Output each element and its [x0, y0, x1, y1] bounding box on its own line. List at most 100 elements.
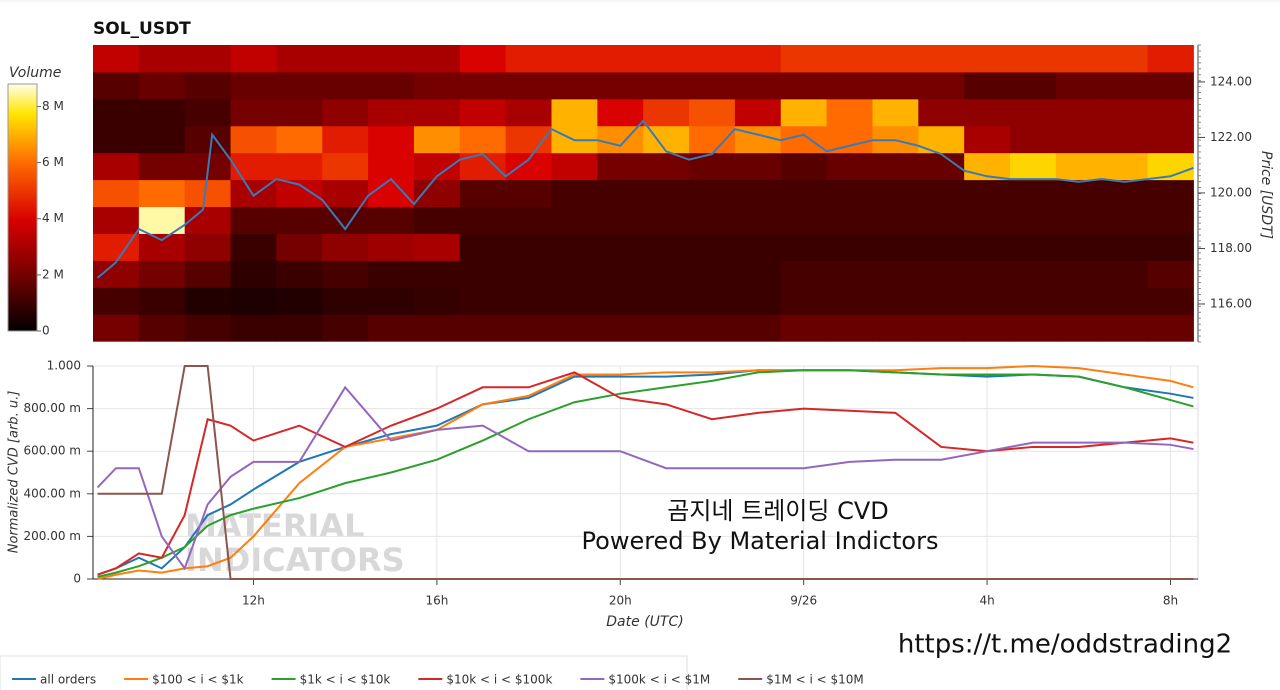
heatmap-cell	[322, 45, 369, 73]
heatmap-cell	[1147, 314, 1194, 342]
heatmap-cell	[826, 71, 873, 100]
heatmap-cell	[689, 179, 736, 208]
legend-label: $10k < i < $100k	[446, 673, 552, 687]
heatmap-cell	[918, 98, 965, 127]
heatmap-cell	[872, 314, 919, 342]
colorbar-tick-label: 4 M	[42, 211, 64, 225]
heatmap-cell	[734, 260, 782, 288]
heatmap-cell	[1101, 179, 1149, 208]
heatmap-cell	[872, 98, 919, 127]
heatmap-cell	[368, 287, 415, 315]
heatmap-cell	[780, 233, 828, 261]
heatmap-cell	[1147, 260, 1194, 288]
heatmap-cell	[780, 98, 828, 127]
heatmap-cell	[459, 287, 507, 315]
heatmap-cell	[1101, 314, 1149, 342]
series-line	[97, 369, 1194, 578]
annotation: Powered By Material Indictors	[582, 527, 939, 555]
heatmap-cell	[413, 125, 461, 154]
heatmap-cell	[413, 314, 461, 342]
heatmap-cell	[826, 287, 873, 315]
heatmap-cell	[1055, 233, 1103, 261]
heatmap-cell	[551, 45, 598, 73]
heatmap-cell	[643, 233, 690, 261]
heatmap-cell	[643, 287, 690, 315]
heatmap-cell	[964, 260, 1011, 288]
annotation: 곰지네 트레이딩 CVD	[667, 497, 888, 525]
heatmap-cell	[138, 45, 186, 73]
heatmap-cell	[689, 125, 736, 154]
heatmap-cell	[551, 71, 598, 100]
colorbar-tick-label: 6 M	[42, 155, 64, 169]
heatmap-cell	[276, 152, 323, 181]
heatmap-cell	[1010, 152, 1057, 181]
heatmap-cell	[459, 233, 507, 261]
heatmap-cell	[459, 45, 507, 73]
watermark-text: INDICATORS	[185, 541, 405, 579]
heatmap-cell	[918, 179, 965, 208]
heatmap-cell	[918, 71, 965, 100]
heatmap-cell	[505, 98, 553, 127]
watermark-text: MATERIAL	[185, 507, 365, 545]
heatmap-cell	[505, 152, 553, 181]
legend-label: all orders	[40, 673, 96, 687]
heatmap-cell	[138, 287, 186, 315]
heatmap-cell	[597, 233, 644, 261]
series-line	[97, 364, 1194, 580]
heatmap-cell	[734, 233, 782, 261]
heatmap-cell	[459, 98, 507, 127]
heatmap-cell	[413, 233, 461, 261]
heatmap-cell	[918, 287, 965, 315]
heatmap-cell	[322, 287, 369, 315]
heatmap-cell	[643, 98, 690, 127]
heatmap-cell	[918, 45, 965, 73]
heatmap-cell	[689, 98, 736, 127]
heatmap-cell	[780, 125, 828, 154]
heatmap-cell	[322, 179, 369, 208]
heatmap-cell	[826, 206, 873, 234]
legend-label: $100 < i < $1k	[152, 673, 244, 687]
heatmap-cell	[459, 152, 507, 181]
heatmap-cell	[918, 233, 965, 261]
heatmap-cell	[964, 71, 1011, 100]
heatmap-cell	[1147, 71, 1194, 100]
heatmap-cell	[1055, 260, 1103, 288]
heatmap-cell	[872, 179, 919, 208]
heatmap-cell	[551, 179, 598, 208]
heatmap-cell	[1147, 98, 1194, 127]
x-axis-label: Date (UTC)	[606, 614, 683, 630]
heatmap-cell	[322, 125, 369, 154]
x-tick-label: 20h	[609, 594, 632, 608]
heatmap-cell	[230, 206, 277, 234]
heatmap-cell	[505, 233, 553, 261]
heatmap-cell	[93, 71, 140, 100]
heatmap-cell	[826, 98, 873, 127]
heatmap-cell	[918, 260, 965, 288]
x-tick-label: 4h	[979, 594, 994, 608]
heatmap-cell	[368, 98, 415, 127]
heatmap-cell	[230, 98, 277, 127]
heatmap-cell	[964, 314, 1011, 342]
heatmap-cell	[230, 314, 277, 342]
heatmap-cell	[597, 206, 644, 234]
heatmap-cell	[459, 314, 507, 342]
heatmap-cell	[276, 287, 323, 315]
heatmap-cell	[230, 260, 277, 288]
y-tick-label: 200.00 m	[24, 529, 82, 543]
heatmap-cell	[780, 260, 828, 288]
heatmap-cell	[1010, 260, 1057, 288]
series-line	[97, 371, 1194, 576]
heatmap-cell	[597, 260, 644, 288]
heatmap-cell	[1010, 98, 1057, 127]
heatmap-cell	[1101, 125, 1149, 154]
heatmap-cell	[826, 152, 873, 181]
heatmap-cell	[643, 179, 690, 208]
heatmap-cell	[368, 260, 415, 288]
y-tick-label: 600.00 m	[24, 444, 82, 458]
heatmap-cell	[964, 233, 1011, 261]
heatmap-cell	[1010, 45, 1057, 73]
footer-link[interactable]: https://t.me/oddstrading2	[898, 630, 1232, 660]
heatmap-cell	[322, 233, 369, 261]
heatmap-cell	[780, 45, 828, 73]
